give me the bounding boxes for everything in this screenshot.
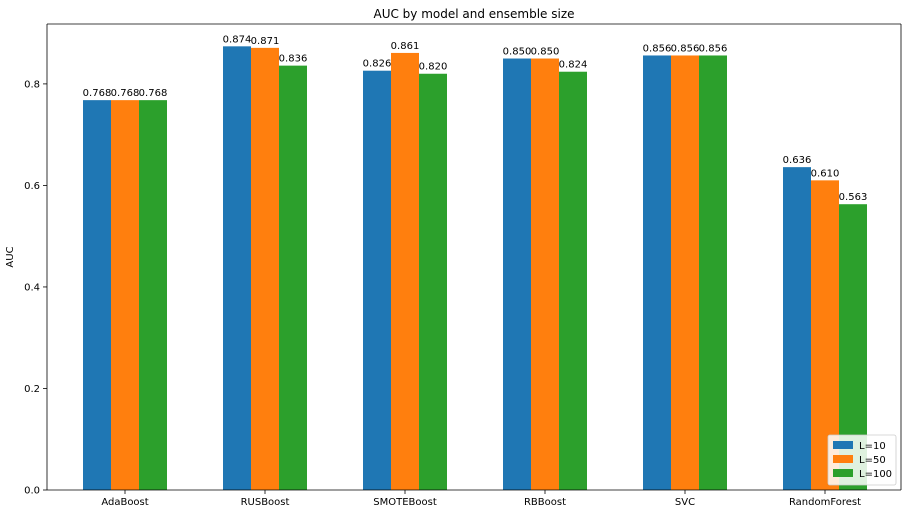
- bar: [671, 55, 699, 490]
- bars-layer: [83, 46, 867, 491]
- x-tick-label: RBBoost: [524, 497, 566, 508]
- y-axis-label: AUC: [5, 246, 16, 267]
- y-tick-label: 0.4: [24, 282, 40, 293]
- data-label: 0.856: [671, 43, 700, 54]
- bar: [699, 55, 727, 490]
- legend-label: L=100: [859, 469, 892, 480]
- y-tick-label: 0.2: [24, 384, 40, 395]
- y-tick-label: 0.0: [24, 486, 40, 497]
- x-tick-label: RandomForest: [789, 497, 861, 508]
- data-label: 0.768: [111, 88, 140, 99]
- data-label: 0.871: [251, 36, 280, 47]
- legend: L=10 L=50 L=100: [827, 434, 897, 486]
- bar: [139, 100, 167, 490]
- x-tick-label: RUSBoost: [241, 497, 290, 508]
- bar: [279, 65, 307, 490]
- bar: [531, 58, 559, 490]
- bar: [419, 73, 447, 490]
- data-label: 0.820: [419, 62, 448, 73]
- bar: [503, 58, 531, 490]
- data-label: 0.856: [699, 43, 728, 54]
- x-tick-label: SVC: [675, 497, 695, 508]
- x-tick-label: SMOTEBoost: [373, 497, 437, 508]
- legend-label: L=10: [859, 441, 886, 452]
- data-label: 0.563: [839, 192, 868, 203]
- data-label: 0.768: [139, 88, 168, 99]
- bar: [251, 47, 279, 490]
- bar: [783, 167, 811, 490]
- axes-layer: 0.0 0.2 0.4 0.6 0.8 AdaBoost RUSBoost SMOTEBoos…: [24, 23, 902, 508]
- data-label: 0.836: [279, 54, 308, 65]
- legend-swatch: [833, 455, 853, 463]
- y-tick-label: 0.8: [24, 79, 40, 90]
- data-label: 0.874: [223, 34, 252, 45]
- data-label: 0.824: [559, 60, 588, 71]
- legend-swatch: [833, 441, 853, 449]
- bar: [363, 70, 391, 490]
- bar: [83, 100, 111, 490]
- y-tick-label: 0.6: [24, 181, 40, 192]
- bar: [643, 55, 671, 490]
- data-label: 0.636: [783, 155, 812, 166]
- bar: [559, 71, 587, 491]
- bar: [391, 52, 419, 491]
- data-label: 0.768: [83, 88, 112, 99]
- bar: [223, 46, 251, 490]
- bar: [111, 100, 139, 490]
- data-label: 0.856: [643, 43, 672, 54]
- legend-label: L=50: [859, 455, 886, 466]
- chart-title: AUC by model and ensemble size: [373, 7, 574, 21]
- data-labels-layer: 0.768 0.874 0.826 0.850 0.856 0.636 0.768 0.871…: [83, 34, 868, 203]
- data-label: 0.861: [391, 41, 420, 52]
- data-label: 0.850: [531, 47, 560, 58]
- data-label: 0.610: [811, 168, 840, 179]
- legend-swatch: [833, 469, 853, 477]
- x-tick-label: AdaBoost: [101, 497, 148, 508]
- data-label: 0.850: [503, 47, 532, 58]
- data-label: 0.826: [363, 59, 392, 70]
